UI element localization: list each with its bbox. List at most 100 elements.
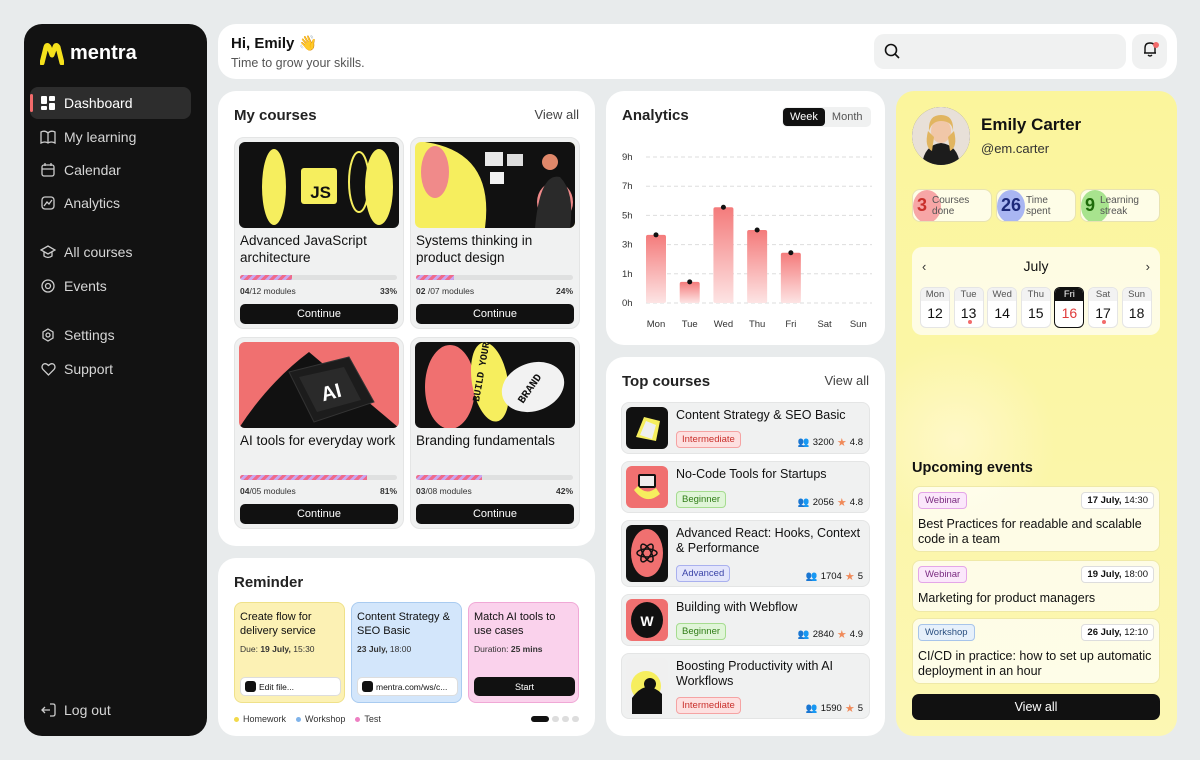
bar-point-thu [754, 227, 760, 233]
sidebar-item-all-courses[interactable]: All courses [30, 236, 191, 268]
reminder-card-homework[interactable]: Create flow for delivery service Due: 19… [234, 602, 345, 703]
notifications-button[interactable] [1132, 34, 1167, 69]
top-course-item[interactable]: Boosting Productivity with AI Workflows … [621, 653, 870, 719]
continue-button[interactable]: Continue [240, 504, 398, 524]
reminder-legend: Homework Workshop Test [234, 714, 381, 724]
day-date: 16 [1061, 305, 1078, 321]
upcoming-events-title: Upcoming events [912, 460, 1033, 476]
calendar-day[interactable]: Fri 16 [1054, 287, 1085, 328]
sidebar-item-calendar[interactable]: Calendar [30, 154, 191, 186]
calendar-day[interactable]: Wed 14 [987, 287, 1018, 328]
continue-button[interactable]: Continue [240, 304, 398, 324]
top-course-item[interactable]: No-Code Tools for Startups Beginner 👥 205… [621, 461, 870, 513]
students-icon: 👥 [797, 629, 810, 640]
top-course-item[interactable]: Content Strategy & SEO Basic Intermediat… [621, 402, 870, 454]
day-date: 17 [1095, 305, 1111, 321]
top-course-name: Content Strategy & SEO Basic [676, 408, 846, 422]
tab-week[interactable]: Week [783, 108, 825, 126]
top-course-name: No-Code Tools for Startups [676, 467, 827, 481]
graduation-cap-icon [40, 244, 56, 260]
day-date: 12 [927, 305, 943, 321]
my-courses-view-all-link[interactable]: View all [534, 107, 579, 122]
level-badge: Advanced [676, 565, 731, 582]
logout-button[interactable]: Log out [30, 694, 191, 726]
sidebar-item-my-learning[interactable]: My learning [30, 121, 191, 153]
sidebar-item-dashboard[interactable]: Dashboard [30, 87, 191, 119]
course-card[interactable]: AI AI tools for everyday work 04/05 modu… [234, 337, 404, 529]
level-badge: Intermediate [676, 431, 741, 448]
calendar-day[interactable]: Sun 18 [1121, 287, 1152, 328]
continue-button[interactable]: Continue [416, 504, 574, 524]
x-tick-label: Sat [817, 319, 832, 330]
tab-month[interactable]: Month [831, 111, 863, 123]
top-course-name: Building with Webflow [676, 600, 798, 614]
course-card[interactable]: Systems thinking in product design 02 /0… [410, 137, 580, 329]
calendar-day[interactable]: Tue 13 [953, 287, 984, 328]
calendar-day[interactable]: Sat 17 [1088, 287, 1118, 328]
course-card[interactable]: BUILD YOUR BRAND Branding fundamentals 03… [410, 337, 580, 529]
course-progress-bar [416, 475, 573, 480]
course-name: Advanced JavaScript architecture [240, 233, 367, 265]
chevron-right-icon[interactable]: › [1145, 259, 1150, 274]
event-item[interactable]: Workshop 26 July, 12:10 CI/CD in practic… [912, 618, 1160, 684]
event-type-badge: Webinar [918, 492, 968, 509]
week-calendar: ‹ July › Mon 12 Tue 13 Wed 14 Thu 15 Fri 16 Sat 17 S… [912, 247, 1160, 335]
reminder-card-test[interactable]: Match AI tools to use cases Duration: 25… [468, 602, 579, 703]
reminder-card-workshop[interactable]: Content Strategy & SEO Basic 23 July, 18… [351, 602, 462, 703]
continue-button[interactable]: Continue [416, 304, 574, 324]
students-icon: 👥 [805, 703, 818, 714]
events-view-all-button[interactable]: View all [912, 694, 1160, 720]
greeting-subtitle: Time to grow your skills. [231, 56, 365, 70]
gear-icon [40, 327, 56, 343]
heart-icon [40, 361, 56, 377]
chevron-left-icon[interactable]: ‹ [922, 259, 927, 274]
search-input[interactable] [874, 34, 1126, 69]
legend-workshop: Workshop [296, 714, 345, 724]
calendar-day[interactable]: Mon 12 [920, 287, 950, 328]
stat-learning-streak: 9 Learning streak [1080, 189, 1160, 222]
course-stats: 👥 2840 ★ 4.9 [797, 629, 863, 641]
course-card[interactable]: JS Advanced JavaScript architecture 04/1… [234, 137, 404, 329]
course-thumbnail-js: JS [239, 142, 399, 228]
calendar-day[interactable]: Thu 15 [1020, 287, 1051, 328]
course-stats: 👥 1590 ★ 5 [805, 703, 863, 715]
sidebar-item-support[interactable]: Support [30, 353, 191, 385]
brand-logo[interactable]: mentra [40, 42, 137, 65]
event-item[interactable]: Webinar 17 July, 14:30 Best Practices fo… [912, 486, 1160, 552]
sidebar-item-settings[interactable]: Settings [30, 319, 191, 351]
sidebar-item-events[interactable]: Events [30, 270, 191, 302]
edit-file-field[interactable]: Edit file... [240, 677, 341, 696]
top-courses-view-all-link[interactable]: View all [824, 373, 869, 388]
event-name: Best Practices for readable and scalable… [918, 517, 1142, 546]
sidebar-item-label: Events [64, 278, 107, 294]
x-tick-label: Wed [714, 319, 733, 330]
reminder-pager[interactable] [531, 716, 579, 722]
calendar-month: July [1023, 258, 1049, 274]
link-icon [362, 681, 373, 692]
mentra-logo-icon [40, 42, 64, 65]
top-course-item[interactable]: Advanced React: Hooks, Context & Perform… [621, 520, 870, 587]
event-item[interactable]: Webinar 19 July, 18:00 Marketing for pro… [912, 560, 1160, 612]
avatar[interactable] [912, 107, 970, 165]
event-type-badge: Workshop [918, 624, 975, 641]
reminder-card-detail: Due: 19 July, 15:30 [240, 644, 315, 654]
sidebar-item-analytics[interactable]: Analytics [30, 187, 191, 219]
course-thumbnail [626, 466, 668, 508]
analytics-period-toggle[interactable]: Week Month [782, 107, 871, 127]
start-test-button[interactable]: Start [474, 677, 575, 696]
x-tick-label: Mon [647, 319, 665, 330]
course-thumbnail [626, 407, 668, 449]
course-modules: 02 /07 modules [416, 286, 475, 296]
star-icon: ★ [836, 497, 847, 509]
notification-dot [1153, 42, 1159, 48]
top-course-item[interactable]: W Building with Webflow Beginner 👥 2840 ★ 4… [621, 594, 870, 646]
reminder-title: Reminder [234, 574, 304, 591]
workshop-link[interactable]: mentra.com/ws/c... [357, 677, 458, 696]
y-tick-label: 1h [622, 269, 633, 280]
y-tick-label: 0h [622, 298, 633, 309]
event-marker [1102, 320, 1106, 324]
reminder-card-detail: 23 July, 18:00 [357, 644, 412, 654]
x-tick-label: Tue [682, 319, 698, 330]
reminder-card-title: Content Strategy & SEO Basic [357, 611, 450, 637]
level-badge: Intermediate [676, 697, 741, 714]
